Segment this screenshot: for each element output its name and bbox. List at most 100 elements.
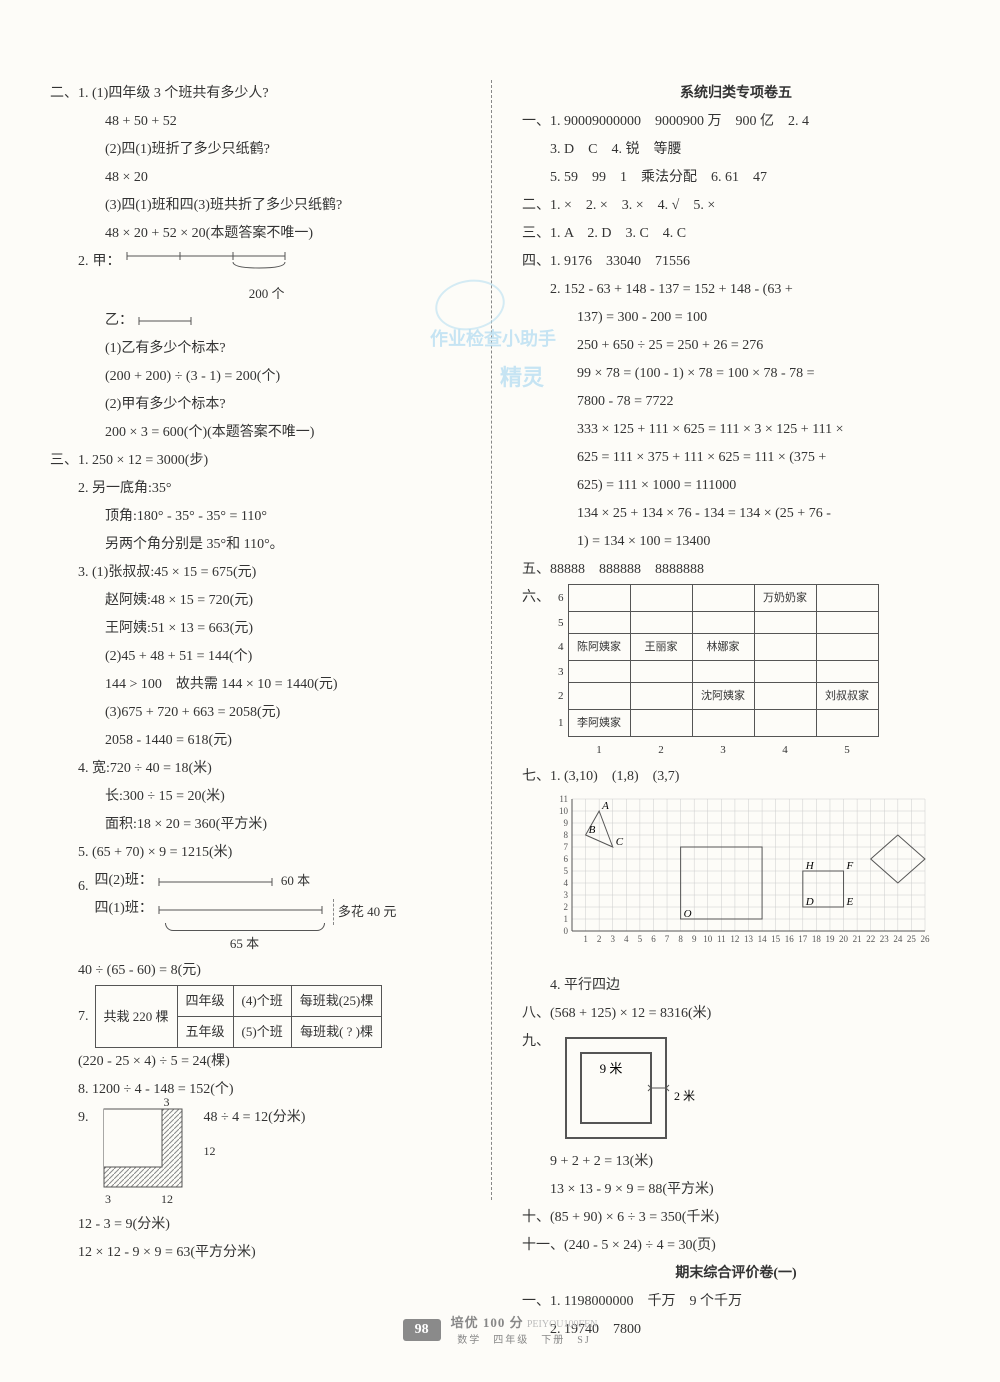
grid-chart-7: 1234567891011121314151617181920212223242…: [522, 791, 950, 972]
svg-text:15: 15: [771, 934, 781, 944]
svg-text:24: 24: [893, 934, 903, 944]
q-label: 6.: [78, 867, 89, 901]
text-line: 长:300 ÷ 15 = 20(米): [50, 783, 461, 811]
text-line: 3. D C 4. 锐 等腰: [522, 136, 950, 164]
text-line: 250 + 650 ÷ 25 = 250 + 26 = 276: [522, 332, 950, 360]
text-line: 二、1. × 2. × 3. × 4. √ 5. ×: [522, 192, 950, 220]
svg-text:23: 23: [880, 934, 890, 944]
section-label: 六、: [522, 584, 550, 612]
text-line: 48 × 20 + 52 × 20(本题答案不唯一): [50, 220, 461, 248]
axis-label: 4: [754, 737, 816, 764]
text-line: (2)甲有多少个标本?: [50, 391, 461, 419]
grid-cell: 万奶奶家: [754, 585, 816, 612]
svg-text:1: 1: [583, 934, 588, 944]
page-number: 98: [403, 1319, 441, 1341]
svg-text:O: O: [684, 908, 692, 920]
text-line: 赵阿姨:48 × 15 = 720(元): [50, 587, 461, 615]
grid-cell: 刘叔叔家: [816, 683, 878, 710]
footer-pinyin: PEIYOU100FEN: [527, 1319, 598, 1330]
grid-cell: [754, 634, 816, 661]
text-line: 137) = 300 - 200 = 100: [522, 304, 950, 332]
cell: (4)个班: [233, 986, 291, 1017]
left-column: 二、1. (1)四年级 3 个班共有多少人? 48 + 50 + 52 (2)四…: [50, 80, 461, 1200]
grid-cell: [630, 710, 692, 737]
text-line: 1) = 134 × 100 = 13400: [522, 528, 950, 556]
text-line: 48 × 20: [50, 164, 461, 192]
text-line: 5. 59 99 1 乘法分配 6. 61 47: [522, 164, 950, 192]
text-line: 另两个角分别是 35°和 110°。: [50, 531, 461, 559]
text-line: 144 > 100 故共需 144 × 10 = 1440(元): [50, 671, 461, 699]
grid-cell: [816, 585, 878, 612]
text-line: 99 × 78 = (100 - 1) × 78 = 100 × 78 - 78…: [522, 360, 950, 388]
text-line: 十一、(240 - 5 × 24) ÷ 4 = 30(页): [522, 1232, 950, 1260]
svg-text:22: 22: [866, 934, 875, 944]
text-line: 七、1. (3,10) (1,8) (3,7): [522, 763, 950, 791]
svg-text:11: 11: [717, 934, 726, 944]
text-line: (2)45 + 48 + 51 = 144(个): [50, 643, 461, 671]
svg-text:16: 16: [785, 934, 795, 944]
svg-text:10: 10: [703, 934, 713, 944]
text-line: 48 + 50 + 52: [50, 108, 461, 136]
grid-cell: [568, 683, 630, 710]
text-line: (200 + 200) ÷ (3 - 1) = 200(个): [50, 363, 461, 391]
axis-label: 2: [552, 683, 568, 710]
grid-cell: 林娜家: [692, 634, 754, 661]
svg-text:5: 5: [638, 934, 643, 944]
text-line: 200 × 3 = 600(个)(本题答案不唯一): [50, 419, 461, 447]
text-line: 5. (65 + 70) × 9 = 1215(米): [50, 839, 461, 867]
q-label: 9.: [78, 1104, 89, 1132]
label-jia: 甲：: [93, 248, 121, 276]
bar-diagram: 四(2)班： 60 本 四(1)班： 65 本: [95, 867, 327, 957]
text-line: (2)四(1)班折了多少只纸鹤?: [50, 136, 461, 164]
grid-cell: [816, 634, 878, 661]
svg-text:C: C: [616, 836, 624, 848]
grid-cell: [692, 585, 754, 612]
text-line: 9 + 2 + 2 = 13(米): [522, 1148, 950, 1176]
svg-text:25: 25: [907, 934, 917, 944]
svg-text:6: 6: [651, 934, 656, 944]
axis-label: 4: [552, 634, 568, 661]
column-divider: [491, 80, 492, 1200]
text-line: 八、(568 + 125) × 12 = 8316(米): [522, 1000, 950, 1028]
text-line: (3)675 + 720 + 663 = 2058(元): [50, 699, 461, 727]
grid-cell: [816, 661, 878, 683]
value: 65 本: [165, 931, 325, 957]
coord-table-6: 6万奶奶家54陈阿姨家王丽家林娜家32沈阿姨家刘叔叔家1李阿姨家12345: [552, 584, 879, 763]
grid-cell: [568, 585, 630, 612]
svg-text:6: 6: [564, 854, 569, 864]
footer-main: 培优 100 分: [451, 1315, 524, 1330]
axis-label: 5: [552, 612, 568, 634]
text: 1. 250 × 12 = 3000(步): [78, 453, 208, 468]
text-line: 625 = 111 × 375 + 111 × 625 = 111 × (375…: [522, 444, 950, 472]
svg-text:7: 7: [564, 842, 569, 852]
l-shape-diagram: [99, 1104, 194, 1199]
axis-label: 1: [552, 710, 568, 737]
svg-text:8: 8: [678, 934, 683, 944]
text-line: 五、88888 888888 8888888: [522, 556, 950, 584]
text-line: 13 × 13 - 9 × 9 = 88(平方米): [522, 1176, 950, 1204]
diagram-q6: 6. 四(2)班： 60 本 四(1)班： 65 本: [50, 867, 461, 957]
svg-text:19: 19: [825, 934, 835, 944]
grid-cell: [754, 612, 816, 634]
text-line: 333 × 125 + 111 × 625 = 111 × 3 × 125 + …: [522, 416, 950, 444]
grid-cell: [754, 710, 816, 737]
svg-text:0: 0: [564, 926, 569, 936]
table-q7-row: 7. 共栽 220 棵 四年级 (4)个班 每班栽(25)棵 五年级 (5)个班…: [50, 985, 461, 1048]
grid-cell: 李阿姨家: [568, 710, 630, 737]
svg-text:5: 5: [564, 866, 569, 876]
text-line: 40 ÷ (65 - 60) = 8(元): [50, 957, 461, 985]
diagram-row: 2. 甲： 200 个: [50, 248, 461, 307]
text: 1. (1)四年级 3 个班共有多少人?: [78, 86, 269, 101]
text-line: 12 × 12 - 9 × 9 = 63(平方分米): [50, 1239, 461, 1267]
grid-cell: [630, 585, 692, 612]
svg-text:D: D: [805, 896, 814, 908]
text-line: 4. 宽:720 ÷ 40 = 18(米): [50, 755, 461, 783]
svg-text:A: A: [601, 800, 609, 812]
q-label: 2.: [78, 248, 89, 276]
grid-cell: [816, 612, 878, 634]
diagram-row: 乙：: [50, 307, 461, 335]
svg-text:3: 3: [564, 890, 569, 900]
grid-cell: [754, 683, 816, 710]
text-line: (220 - 25 × 4) ÷ 5 = 24(棵): [50, 1048, 461, 1076]
svg-text:4: 4: [624, 934, 629, 944]
